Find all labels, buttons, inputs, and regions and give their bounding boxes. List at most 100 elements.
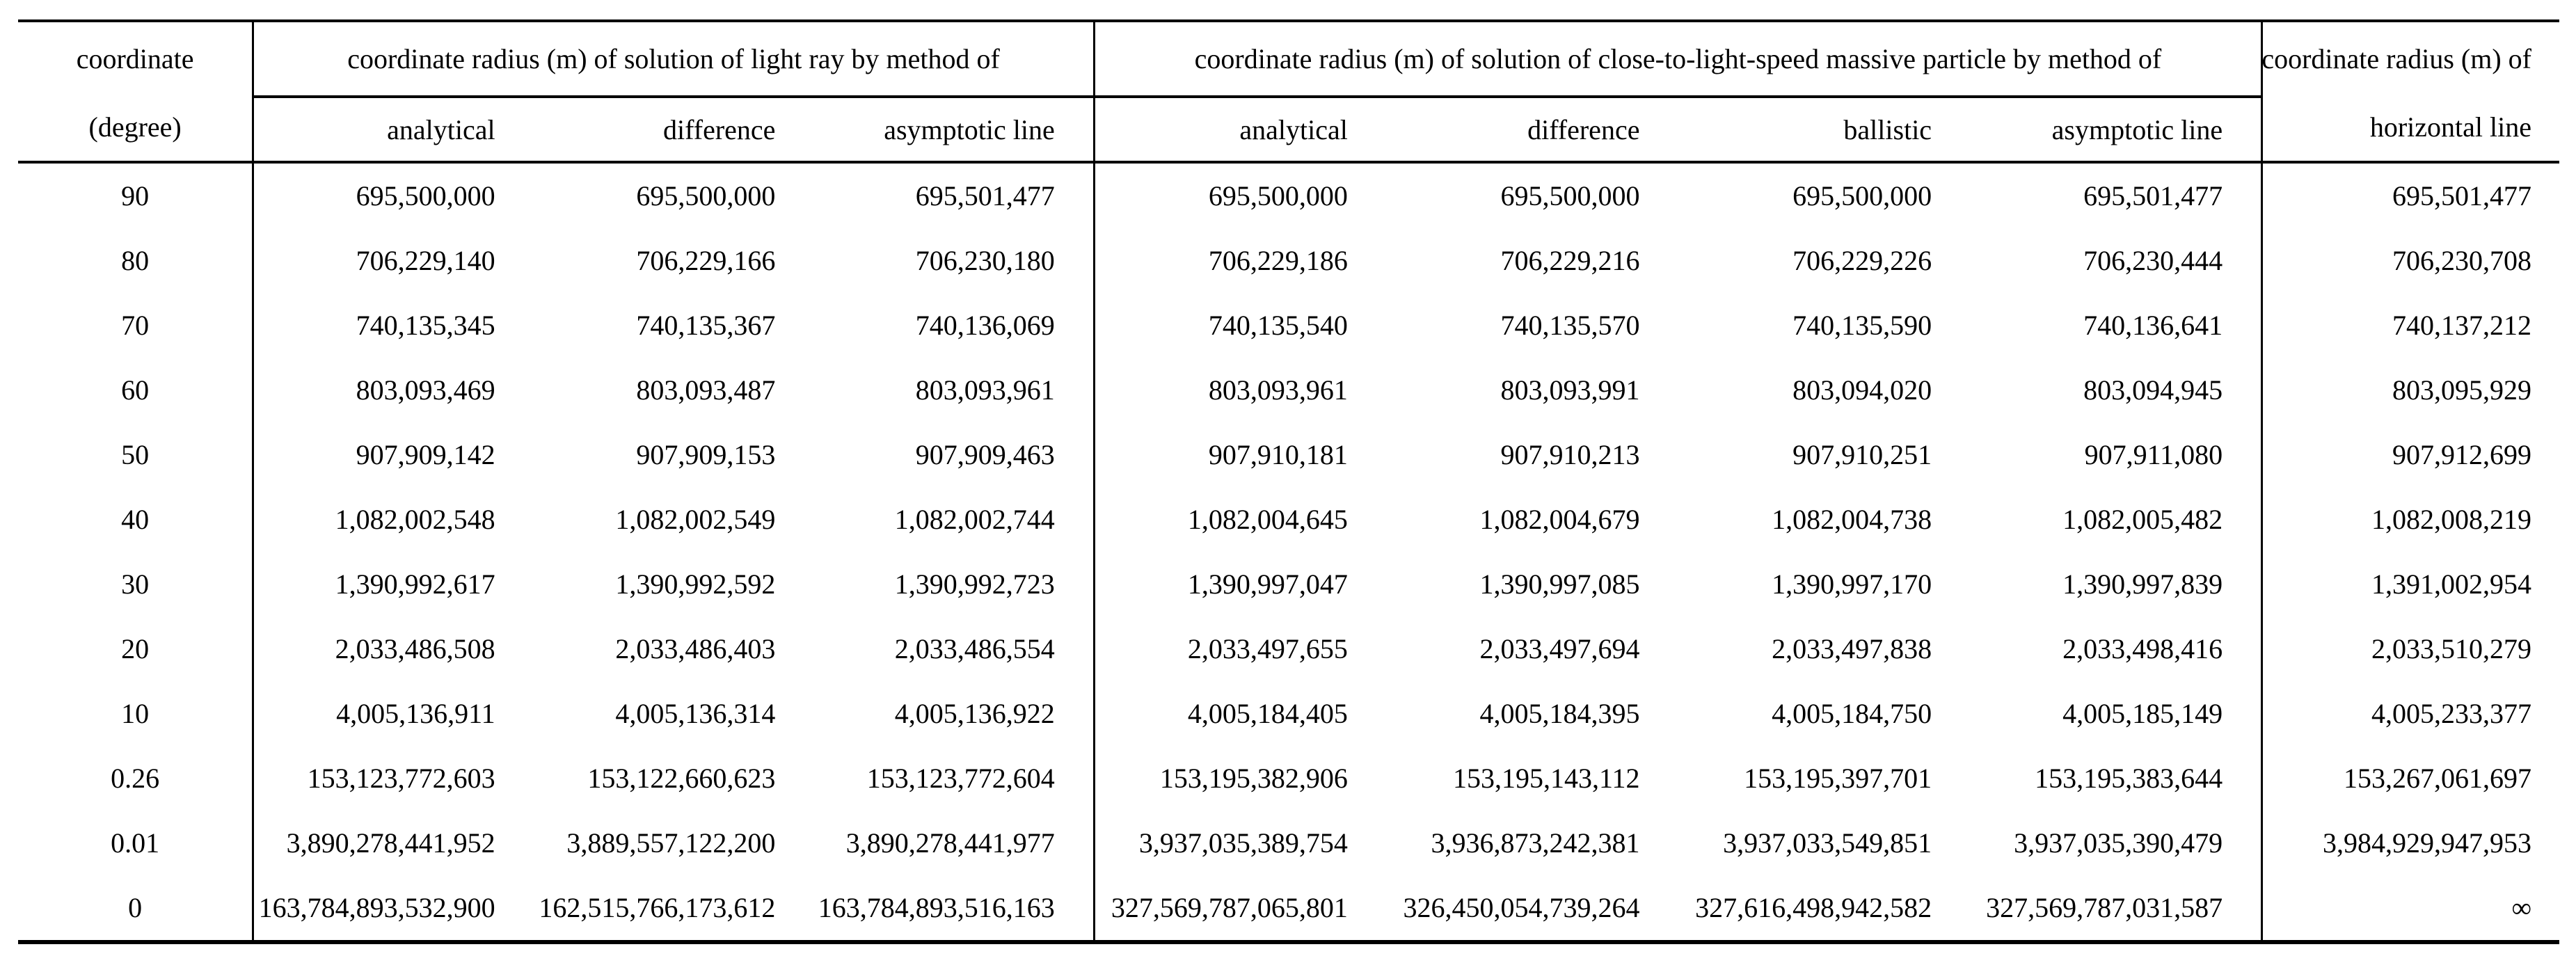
value-cell: ∞ (2511, 892, 2531, 923)
value-cell: 4,005,185,149 (1970, 681, 2264, 746)
value-cell: 740,135,367 (636, 310, 776, 341)
value-cell: 2,033,486,508 (335, 633, 495, 664)
value-cell: 3,937,035,390,479 (1970, 811, 2264, 875)
coordinate-cell: 30 (18, 552, 255, 616)
value-cell: 695,500,000 (356, 180, 495, 212)
value-cell: 695,501,477 (2392, 180, 2531, 212)
table-row: 0 163,784,893,532,900 162,515,766,173,612 1… (18, 875, 2559, 942)
value-cell: 907,912,699 (2392, 439, 2531, 470)
table-row: 0.26 153,123,772,603 153,122,660,623 153,12… (18, 746, 2559, 811)
coordinate-cell: 60 (18, 358, 255, 422)
value-cell: 740,136,069 (813, 293, 1095, 358)
table-row: 30 1,390,992,617 1,390,992,592 1,390,992,72… (18, 552, 2559, 616)
value-cell: 4,005,184,750 (1772, 698, 1932, 729)
value-cell: 327,616,498,942,582 (1695, 892, 1932, 923)
value-cell: 803,095,929 (2392, 374, 2531, 406)
horizontal-header-line2: horizontal line (2369, 111, 2531, 143)
value-cell: 3,890,278,441,952 (286, 827, 495, 859)
value-cell: 3,937,033,549,851 (1723, 827, 1932, 859)
value-cell: 1,390,992,592 (615, 568, 776, 600)
subcol-massive-ballistic: ballistic (1678, 97, 1971, 164)
value-cell: 162,515,766,173,612 (539, 892, 776, 923)
table-row: 0.01 3,890,278,441,952 3,889,557,122,200 3,… (18, 811, 2559, 875)
value-cell: 4,005,184,405 (1187, 698, 1348, 729)
value-cell: 2,033,486,554 (813, 616, 1095, 681)
subcol-light-analytical: analytical (253, 97, 534, 164)
table-row: 10 4,005,136,911 4,005,136,314 4,005,136,92… (18, 681, 2559, 746)
value-cell: 695,500,000 (1792, 180, 1932, 212)
value-cell: 740,135,345 (356, 310, 495, 341)
value-cell: 327,569,787,031,587 (1970, 875, 2264, 942)
value-cell: 1,390,997,047 (1187, 568, 1348, 600)
value-cell: 706,229,226 (1792, 245, 1932, 276)
value-cell: 163,784,893,532,900 (258, 892, 495, 923)
value-cell: 803,093,961 (1208, 374, 1348, 406)
value-cell: 1,390,997,170 (1772, 568, 1932, 600)
value-cell: 326,450,054,739,264 (1403, 892, 1640, 923)
value-cell: 695,501,477 (813, 162, 1095, 228)
value-cell: 907,909,463 (813, 422, 1095, 487)
table-row: 60 803,093,469 803,093,487 803,093,961 803,0… (18, 358, 2559, 422)
value-cell: 3,889,557,122,200 (566, 827, 776, 859)
horizontal-header-line1: coordinate radius (m) of (2261, 43, 2531, 74)
value-cell: 803,093,961 (813, 358, 1095, 422)
value-cell: 153,122,660,623 (587, 763, 776, 794)
value-cell: 3,984,929,947,953 (2323, 827, 2531, 859)
subcol-massive-difference: difference (1385, 97, 1678, 164)
value-cell: 695,500,000 (1500, 180, 1640, 212)
value-cell: 153,123,772,604 (813, 746, 1095, 811)
value-cell: 740,135,540 (1208, 310, 1348, 341)
value-cell: 695,500,000 (1208, 180, 1348, 212)
value-cell: 907,909,153 (636, 439, 776, 470)
value-cell: 1,391,002,954 (2371, 568, 2531, 600)
value-cell: 907,909,142 (356, 439, 495, 470)
corner-header-line1: coordinate (76, 43, 194, 74)
group-header-massive-particle: coordinate radius (m) of solution of clo… (1094, 21, 2264, 98)
value-cell: 1,082,004,645 (1187, 504, 1348, 535)
value-cell: 2,033,510,279 (2371, 633, 2531, 664)
header-row-subcols: analytical difference asymptotic line an… (18, 97, 2559, 164)
value-cell: 4,005,184,395 (1479, 698, 1640, 729)
value-cell: 4,005,233,377 (2371, 698, 2531, 729)
value-cell: 706,229,166 (636, 245, 776, 276)
table-header: coordinate (degree) coordinate radius (m… (18, 21, 2559, 164)
value-cell: 706,230,444 (1970, 228, 2264, 293)
coordinate-cell: 50 (18, 422, 255, 487)
value-cell: 153,195,143,112 (1452, 763, 1640, 794)
value-cell: 907,911,080 (1970, 422, 2264, 487)
table-row: 20 2,033,486,508 2,033,486,403 2,033,486,55… (18, 616, 2559, 681)
header-horizontal-line: coordinate radius (m) of horizontal line (2261, 21, 2559, 164)
value-cell: 706,229,186 (1208, 245, 1348, 276)
corner-header-coordinate-degree: coordinate (degree) (18, 21, 255, 164)
value-cell: 740,135,590 (1792, 310, 1932, 341)
coordinate-cell: 0 (18, 875, 255, 942)
table-row: 80 706,229,140 706,229,166 706,230,180 706,2… (18, 228, 2559, 293)
value-cell: 907,910,213 (1500, 439, 1640, 470)
value-cell: 2,033,498,416 (1970, 616, 2264, 681)
value-cell: 803,093,469 (356, 374, 495, 406)
value-cell: 1,082,008,219 (2371, 504, 2531, 535)
subcol-massive-asymptotic-line: asymptotic line (1970, 97, 2264, 164)
coordinate-cell: 70 (18, 293, 255, 358)
value-cell: 1,082,002,549 (615, 504, 776, 535)
value-cell: 803,093,991 (1500, 374, 1640, 406)
value-cell: 1,390,992,723 (813, 552, 1095, 616)
coordinate-radius-table: coordinate (degree) coordinate radius (m… (18, 19, 2559, 944)
value-cell: 2,033,497,838 (1772, 633, 1932, 664)
table-row: 90 695,500,000 695,500,000 695,501,477 695,5… (18, 162, 2559, 228)
table-row: 50 907,909,142 907,909,153 907,909,463 907,9… (18, 422, 2559, 487)
value-cell: 803,094,945 (1970, 358, 2264, 422)
value-cell: 1,082,005,482 (1970, 487, 2264, 552)
value-cell: 153,195,397,701 (1744, 763, 1932, 794)
value-cell: 153,195,382,906 (1159, 763, 1348, 794)
coordinate-cell: 10 (18, 681, 255, 746)
value-cell: 3,937,035,389,754 (1138, 827, 1348, 859)
coordinate-cell: 80 (18, 228, 255, 293)
value-cell: 907,910,251 (1792, 439, 1932, 470)
value-cell: 4,005,136,314 (615, 698, 776, 729)
coordinate-cell: 90 (18, 162, 255, 228)
value-cell: 2,033,497,655 (1187, 633, 1348, 664)
subcol-light-asymptotic-line: asymptotic line (813, 97, 1095, 164)
subcol-light-difference: difference (533, 97, 814, 164)
subcol-massive-analytical: analytical (1094, 97, 1386, 164)
